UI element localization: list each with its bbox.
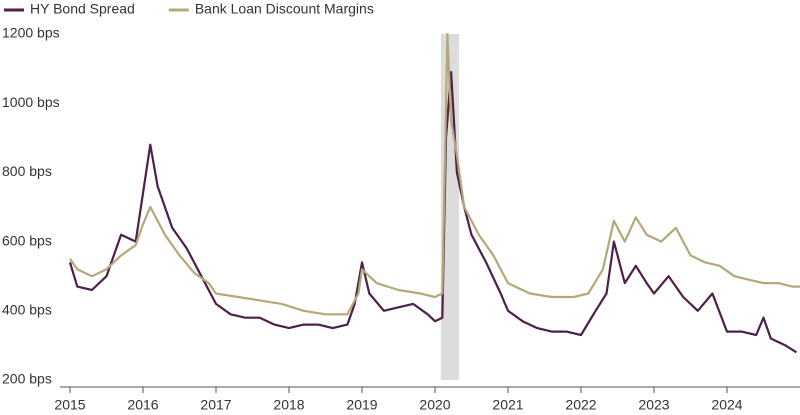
y-tick-label: 800 bps <box>2 163 52 179</box>
y-tick-label: 600 bps <box>2 232 52 248</box>
x-tick-label: 2024 <box>711 397 742 413</box>
series-line <box>68 71 797 354</box>
legend-label: HY Bond Spread <box>30 1 135 17</box>
series-line <box>69 32 800 316</box>
x-tick-label: 2016 <box>127 397 158 413</box>
x-tick-label: 2023 <box>638 397 669 413</box>
x-tick-label: 2020 <box>419 397 450 413</box>
y-tick-label: 400 bps <box>2 302 52 318</box>
x-tick-label: 2021 <box>492 397 523 413</box>
y-tick-label: 200 bps <box>2 371 52 387</box>
y-tick-label: 1200 bps <box>2 25 60 41</box>
x-tick-label: 2019 <box>346 397 377 413</box>
x-tick-label: 2017 <box>200 397 231 413</box>
x-tick-label: 2022 <box>565 397 596 413</box>
y-tick-label: 1000 bps <box>2 94 60 110</box>
x-tick-label: 2018 <box>273 397 304 413</box>
x-tick-label: 2015 <box>54 397 85 413</box>
legend-label: Bank Loan Discount Margins <box>195 1 374 17</box>
